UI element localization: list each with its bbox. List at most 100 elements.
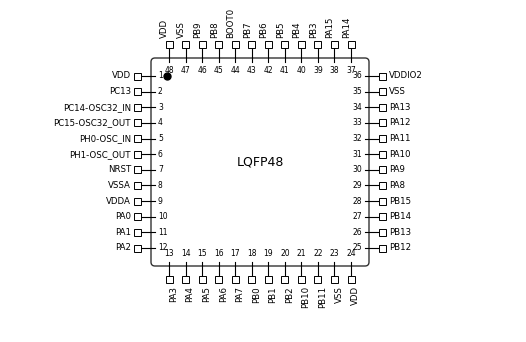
Text: 14: 14	[181, 249, 190, 258]
Text: PA0: PA0	[115, 212, 131, 221]
Text: VSS: VSS	[389, 87, 406, 96]
Bar	[379, 213, 386, 220]
Bar	[134, 73, 141, 79]
Bar	[134, 104, 141, 111]
Bar	[315, 276, 321, 283]
Text: PB4: PB4	[292, 21, 301, 38]
Bar	[248, 276, 255, 283]
Text: 21: 21	[297, 249, 306, 258]
Bar	[134, 245, 141, 251]
Text: PA6: PA6	[219, 286, 228, 302]
Bar	[215, 41, 222, 48]
Text: 6: 6	[158, 150, 163, 159]
Text: PA2: PA2	[115, 244, 131, 252]
Text: 48: 48	[164, 66, 174, 75]
Text: 31: 31	[352, 150, 362, 159]
Text: PB1: PB1	[268, 286, 277, 303]
Text: 4: 4	[158, 118, 163, 128]
Text: 5: 5	[158, 134, 163, 143]
Text: 22: 22	[313, 249, 322, 258]
Text: 34: 34	[352, 103, 362, 112]
Text: PB15: PB15	[389, 197, 411, 206]
Text: 9: 9	[158, 197, 163, 206]
Bar	[281, 276, 288, 283]
FancyBboxPatch shape	[151, 58, 369, 266]
Text: 2: 2	[158, 87, 163, 96]
Text: 27: 27	[352, 212, 362, 221]
Text: PB14: PB14	[389, 212, 411, 221]
Bar	[298, 276, 305, 283]
Text: 3: 3	[158, 103, 163, 112]
Text: 15: 15	[197, 249, 207, 258]
Text: PA12: PA12	[389, 118, 410, 128]
Text: 19: 19	[264, 249, 273, 258]
Text: 1: 1	[158, 71, 163, 80]
Text: 43: 43	[247, 66, 257, 75]
Text: 17: 17	[230, 249, 240, 258]
Bar	[379, 135, 386, 142]
Bar	[134, 166, 141, 173]
Text: VDD: VDD	[112, 71, 131, 80]
Bar	[348, 41, 355, 48]
Bar	[248, 41, 255, 48]
Bar	[379, 245, 386, 251]
Text: VDD: VDD	[160, 19, 169, 38]
Bar	[379, 88, 386, 95]
Text: PB2: PB2	[285, 286, 294, 303]
Text: 20: 20	[280, 249, 290, 258]
Bar	[166, 276, 173, 283]
Text: PB5: PB5	[276, 21, 285, 38]
Text: PB11: PB11	[318, 286, 327, 308]
Text: PA11: PA11	[389, 134, 410, 143]
Text: 33: 33	[352, 118, 362, 128]
Bar	[134, 119, 141, 127]
Bar	[379, 182, 386, 189]
Text: PA15: PA15	[326, 16, 335, 38]
Text: PA9: PA9	[389, 165, 405, 174]
Text: PA7: PA7	[235, 286, 244, 302]
Text: VDDIO2: VDDIO2	[389, 71, 423, 80]
Text: PB3: PB3	[309, 21, 318, 38]
Text: 29: 29	[352, 181, 362, 190]
Text: PB0: PB0	[252, 286, 261, 303]
Text: 18: 18	[247, 249, 257, 258]
Text: NRST: NRST	[108, 165, 131, 174]
Text: PB10: PB10	[301, 286, 310, 308]
Text: PA5: PA5	[202, 286, 211, 302]
Text: 35: 35	[352, 87, 362, 96]
Text: VDD: VDD	[351, 286, 360, 305]
Text: PA4: PA4	[186, 286, 195, 302]
Bar	[379, 229, 386, 236]
Text: 41: 41	[280, 66, 290, 75]
Bar	[379, 119, 386, 127]
Text: VSSA: VSSA	[108, 181, 131, 190]
Text: LQFP48: LQFP48	[236, 156, 284, 169]
Text: BOOT0: BOOT0	[226, 8, 235, 38]
Text: 26: 26	[352, 228, 362, 237]
Text: 11: 11	[158, 228, 167, 237]
Text: 45: 45	[214, 66, 224, 75]
Bar	[379, 198, 386, 205]
Bar	[134, 182, 141, 189]
Text: 47: 47	[180, 66, 190, 75]
Text: 25: 25	[352, 244, 362, 252]
Text: 37: 37	[346, 66, 356, 75]
Text: 28: 28	[352, 197, 362, 206]
Text: PA8: PA8	[389, 181, 405, 190]
Text: 7: 7	[158, 165, 163, 174]
Text: PB6: PB6	[259, 21, 268, 38]
Bar	[134, 151, 141, 158]
Text: 46: 46	[197, 66, 207, 75]
Text: 16: 16	[214, 249, 224, 258]
Text: PB13: PB13	[389, 228, 411, 237]
Text: PA14: PA14	[342, 16, 351, 38]
Text: 8: 8	[158, 181, 163, 190]
Text: 38: 38	[330, 66, 339, 75]
Text: PB7: PB7	[242, 21, 252, 38]
Bar	[265, 41, 272, 48]
Text: 12: 12	[158, 244, 167, 252]
Text: PA10: PA10	[389, 150, 410, 159]
Bar	[134, 213, 141, 220]
Text: 44: 44	[230, 66, 240, 75]
Bar	[348, 276, 355, 283]
